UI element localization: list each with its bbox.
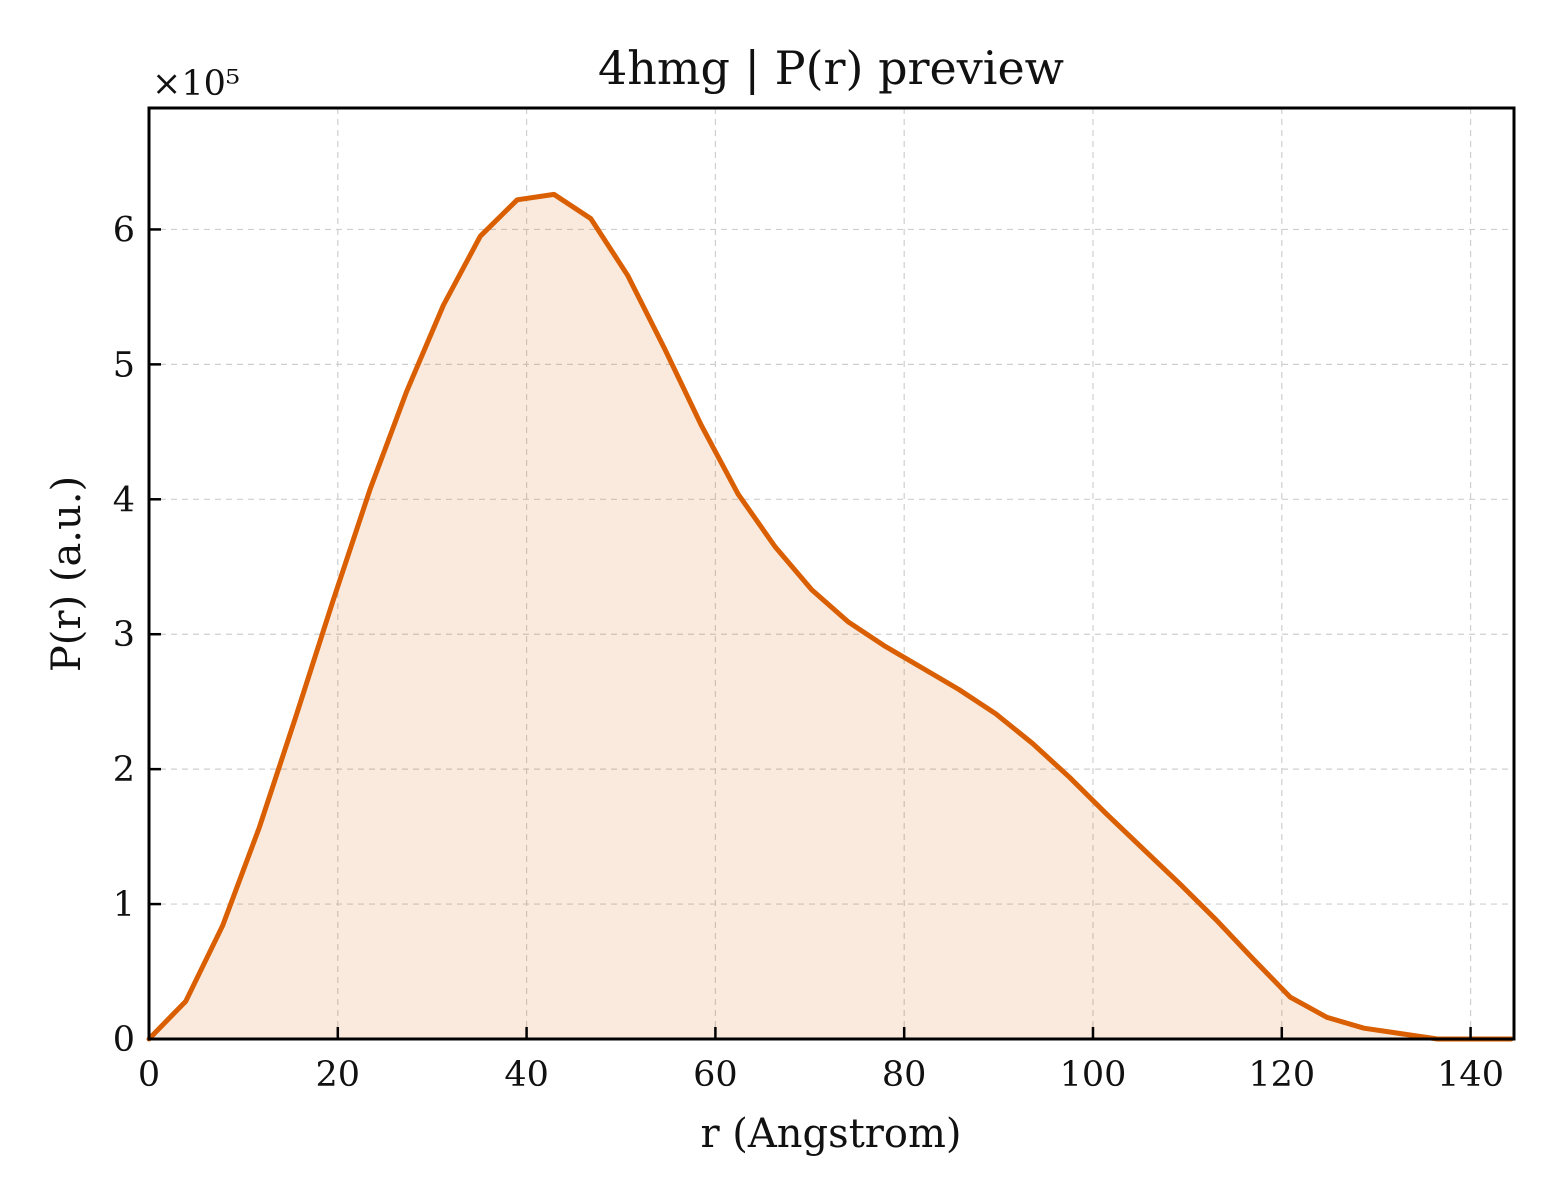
y-tick-label: 0 (113, 1020, 135, 1060)
x-axis-label: r (Angstrom) (700, 1111, 961, 1157)
x-tick-label: 100 (1060, 1055, 1127, 1095)
x-tick-label: 0 (138, 1055, 160, 1095)
y-tick-label: 6 (113, 210, 135, 250)
series-area-fill (149, 194, 1512, 1039)
x-tick-label: 140 (1437, 1055, 1504, 1095)
y-tick-label: 5 (113, 345, 135, 385)
y-tick-label: 1 (113, 885, 135, 925)
chart-title: 4hmg | P(r) preview (598, 41, 1064, 95)
x-tick-label: 60 (693, 1055, 738, 1095)
y-tick-label: 2 (113, 750, 135, 790)
axis-ticks: 0 20 40 60 80 100 120 140 0 1 2 3 4 5 6 (113, 210, 1504, 1095)
x-tick-label: 120 (1248, 1055, 1315, 1095)
series-line (146, 191, 1514, 1042)
grid (149, 108, 1514, 1039)
y-multiplier-label: ×10⁵ (152, 64, 240, 104)
data-layer (146, 191, 1514, 1042)
x-tick-label: 80 (882, 1055, 927, 1095)
x-tick-label: 40 (504, 1055, 549, 1095)
plot-frame (147, 106, 1516, 1041)
y-tick-label: 4 (113, 480, 135, 520)
x-tick-label: 20 (316, 1055, 361, 1095)
y-axis-label: P(r) (a.u.) (44, 476, 90, 672)
y-tick-label: 3 (113, 615, 135, 655)
